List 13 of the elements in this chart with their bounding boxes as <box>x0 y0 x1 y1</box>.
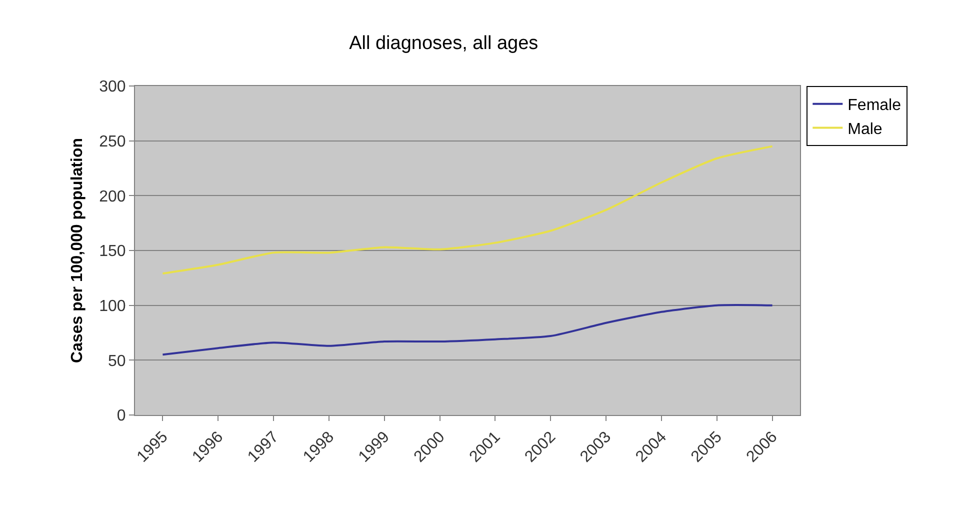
line-series <box>162 145 774 275</box>
y-tick-label: 100 <box>99 298 126 315</box>
chart-title: All diagnoses, all ages <box>349 32 538 54</box>
y-tick-label: 0 <box>116 408 126 425</box>
y-tick-label: 50 <box>108 352 126 370</box>
y-axis-title: Cases per 100,000 population <box>68 138 86 363</box>
y-tick-label: 250 <box>99 133 126 150</box>
legend-label: Female <box>848 97 902 114</box>
y-tick-label: 200 <box>99 188 126 206</box>
y-tick-label: 150 <box>99 243 126 260</box>
line-series <box>162 304 774 356</box>
y-tick-label: 300 <box>99 78 126 96</box>
legend-label: Male <box>848 120 882 138</box>
